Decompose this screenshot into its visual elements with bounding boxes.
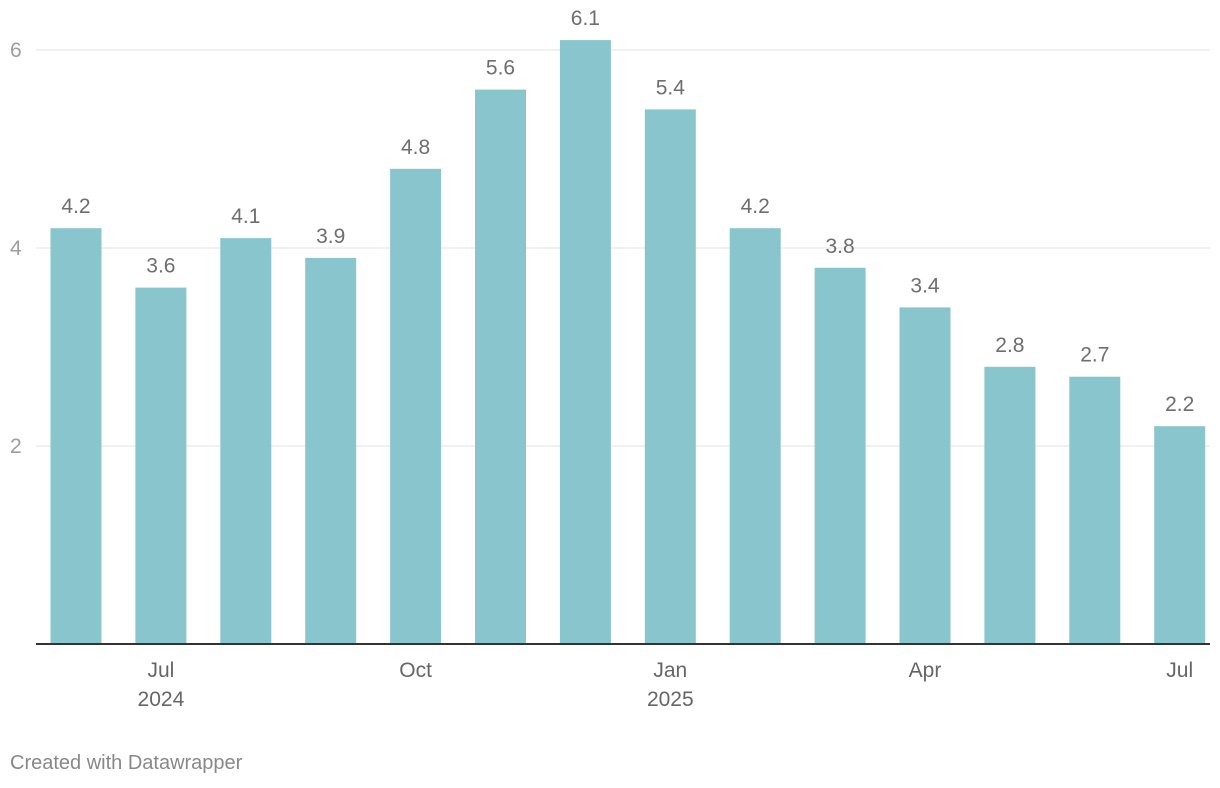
y-axis: 2 4 6 [10,39,22,458]
y-tick-label: 6 [10,39,22,62]
bar-value-label: 3.9 [316,225,345,248]
bar-value-label: 6.1 [571,7,600,30]
y-tick-label: 4 [10,237,22,260]
bar [50,228,102,644]
bar [814,267,866,644]
x-tick-label: Apr [909,659,942,682]
bar [1069,376,1121,644]
x-tick-year-label: 2025 [647,688,694,711]
bar [984,366,1036,644]
bar [135,287,187,644]
bars [50,40,1206,645]
value-labels: 4.2 3.6 4.1 3.9 4.8 5.6 6.1 5.4 4.2 3.8 3.4 2.8 2.7 2… [61,7,1194,416]
x-tick-year-label: 2024 [138,688,185,711]
bar [390,168,442,645]
bar-value-label: 5.4 [656,76,686,99]
bar-value-label: 4.2 [61,195,90,218]
bar [220,238,272,644]
x-tick-label: Jul [1166,659,1193,682]
bar-value-label: 4.2 [741,195,770,218]
bar-value-label: 5.6 [486,57,515,80]
bar [1154,426,1206,644]
bar [305,257,357,644]
x-tick-label: Jan [653,659,687,682]
bar-value-label: 2.2 [1165,393,1194,416]
bar-value-label: 3.6 [146,255,175,278]
bar-value-label: 3.8 [825,235,854,258]
y-tick-label: 2 [10,435,22,458]
x-axis: Jul 2024 Oct Jan 2025 Apr Jul [36,643,1210,711]
bar-value-label: 2.8 [995,334,1024,357]
bar [729,228,781,644]
bar-value-label: 4.8 [401,136,430,159]
bar [475,89,526,645]
bar [644,109,696,644]
bar-value-label: 4.1 [231,205,260,228]
x-tick-label: Oct [399,659,432,682]
bar-chart: 4.2 3.6 4.1 3.9 4.8 5.6 6.1 5.4 4.2 3.8 3.4 2.8 2.7 2… [10,7,1210,711]
credit-text: Created with Datawrapper [10,752,243,774]
bar-value-label: 2.7 [1080,344,1109,367]
x-tick-label: Jul [147,659,174,682]
bar-value-label: 3.4 [910,274,940,297]
bar [899,307,951,644]
bar [559,40,611,645]
